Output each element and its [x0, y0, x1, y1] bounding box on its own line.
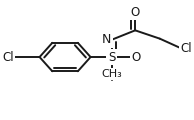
Text: Cl: Cl [3, 51, 14, 63]
Text: S: S [108, 51, 115, 63]
Text: O: O [132, 51, 141, 63]
Text: Cl: Cl [181, 42, 192, 55]
Text: N: N [102, 33, 112, 46]
Text: CH₃: CH₃ [101, 69, 122, 79]
Text: O: O [131, 6, 140, 19]
